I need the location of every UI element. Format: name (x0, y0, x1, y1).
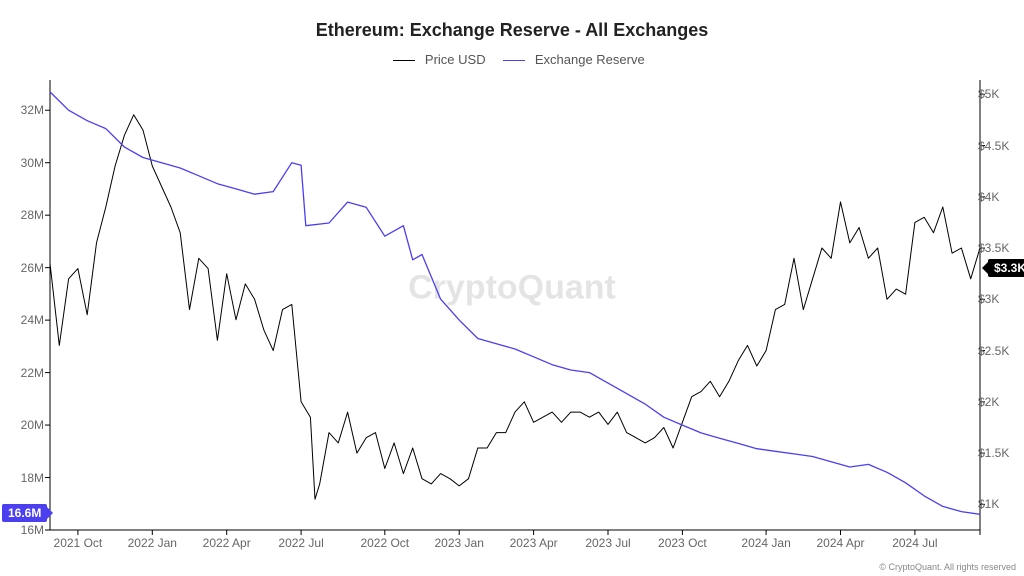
y-left-tick-label: 22M (0, 366, 44, 380)
y-left-tick-label: 18M (0, 471, 44, 485)
y-right-tick-label: $4K (978, 190, 1024, 204)
y-right-tick-label: $1K (978, 497, 1024, 511)
x-tick-label: 2022 Jul (278, 536, 323, 550)
current-price-badge: $3.3K (988, 259, 1024, 277)
y-left-tick-label: 30M (0, 156, 44, 170)
plot-area (0, 0, 1024, 576)
y-right-tick-label: $3K (978, 292, 1024, 306)
x-tick-label: 2022 Apr (203, 536, 251, 550)
y-left-tick-label: 20M (0, 418, 44, 432)
y-right-tick-label: $2.5K (978, 344, 1024, 358)
x-tick-label: 2023 Jan (434, 536, 483, 550)
y-right-tick-label: $1.5K (978, 446, 1024, 460)
x-tick-label: 2022 Oct (360, 536, 409, 550)
x-tick-label: 2023 Jul (585, 536, 630, 550)
copyright-text: © CryptoQuant. All rights reserved (879, 562, 1016, 572)
chart-container: Ethereum: Exchange Reserve - All Exchang… (0, 0, 1024, 576)
y-right-tick-label: $2K (978, 395, 1024, 409)
x-tick-label: 2022 Jan (128, 536, 177, 550)
x-tick-label: 2024 Jul (892, 536, 937, 550)
y-right-tick-label: $4.5K (978, 139, 1024, 153)
current-reserve-badge: 16.6M (2, 504, 47, 522)
y-left-tick-label: 32M (0, 103, 44, 117)
y-left-tick-label: 24M (0, 313, 44, 327)
current-reserve-value: 16.6M (8, 506, 41, 520)
x-tick-label: 2021 Oct (54, 536, 103, 550)
x-tick-label: 2024 Apr (816, 536, 864, 550)
y-left-tick-label: 26M (0, 261, 44, 275)
x-tick-label: 2024 Jan (741, 536, 790, 550)
x-tick-label: 2023 Oct (658, 536, 707, 550)
y-left-tick-label: 28M (0, 208, 44, 222)
current-price-value: $3.3K (994, 261, 1024, 275)
y-left-tick-label: 16M (0, 523, 44, 537)
y-right-tick-label: $5K (978, 87, 1024, 101)
x-tick-label: 2023 Apr (510, 536, 558, 550)
y-right-tick-label: $3.5K (978, 241, 1024, 255)
